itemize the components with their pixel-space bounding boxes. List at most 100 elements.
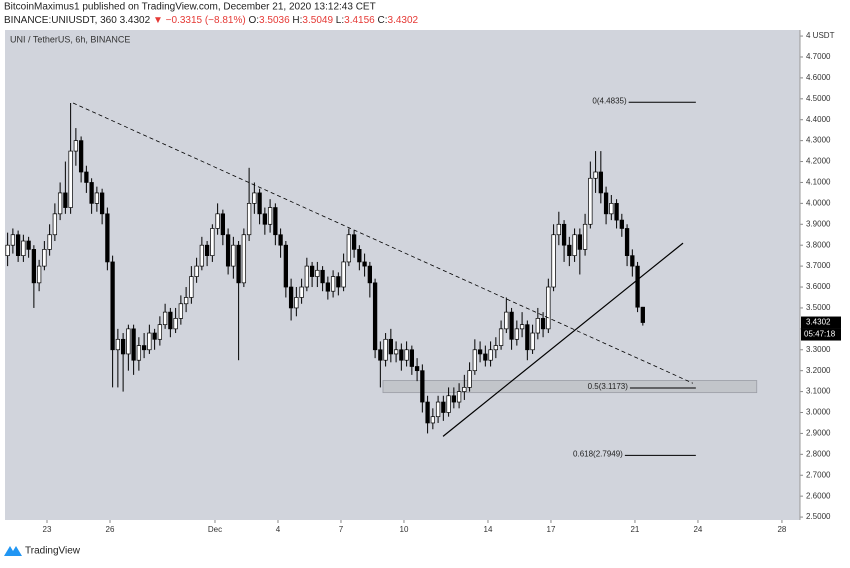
candle-body xyxy=(68,150,73,208)
x-tick-label: 26 xyxy=(106,525,115,534)
header-item: H: xyxy=(292,15,302,26)
candle-body xyxy=(173,318,178,330)
candle-body xyxy=(89,182,94,204)
y-tick-label: 2.7000 xyxy=(806,470,831,479)
candle-body xyxy=(294,297,299,309)
candle-body xyxy=(561,223,567,246)
candle-body xyxy=(372,282,378,351)
candle-body xyxy=(409,349,414,367)
candle-body xyxy=(199,244,205,267)
candle-body xyxy=(609,203,614,215)
candle-body xyxy=(278,234,283,246)
header-item: 3.4302 xyxy=(388,15,419,26)
candle-body xyxy=(383,338,388,361)
candle-body xyxy=(330,276,336,292)
candle-body xyxy=(225,234,231,267)
fib-label: 0.5(3.1173) xyxy=(588,382,629,391)
x-tick-label: Dec xyxy=(208,525,222,534)
header-item: O: xyxy=(248,15,259,26)
x-tick-label: 10 xyxy=(400,525,409,534)
candle-body xyxy=(630,255,635,267)
candle-body xyxy=(262,213,268,225)
candle-body xyxy=(588,177,593,225)
candle-body xyxy=(267,207,273,225)
candle-body xyxy=(362,261,367,267)
candle-body xyxy=(57,192,63,215)
candle-body xyxy=(425,401,430,424)
candle-body xyxy=(341,261,346,288)
y-tick-label: 3.0000 xyxy=(806,408,831,417)
y-tick-label: 4.6000 xyxy=(806,73,831,82)
candle-body xyxy=(462,387,467,392)
candle-body xyxy=(210,228,215,257)
candle-body xyxy=(603,192,609,215)
brand: TradingView xyxy=(25,546,81,557)
candle-body xyxy=(42,249,47,267)
candle-body xyxy=(451,395,456,403)
trendline xyxy=(72,102,694,384)
candle-body xyxy=(430,416,435,424)
candle-body xyxy=(525,324,530,351)
candle-body xyxy=(346,234,351,263)
candle-body xyxy=(252,192,257,204)
candle-body xyxy=(215,213,220,229)
header-item: 3.4156 xyxy=(344,15,375,26)
candle-body xyxy=(614,203,619,221)
logo xyxy=(4,546,22,556)
candle-body xyxy=(414,366,420,372)
candle-body xyxy=(120,338,126,355)
candle-body xyxy=(236,244,241,284)
candle-body xyxy=(126,328,131,355)
x-tick-label: 23 xyxy=(43,525,52,534)
candle-body xyxy=(435,401,441,418)
candle-body xyxy=(446,395,451,413)
zone xyxy=(382,380,758,394)
header-item: 3.5049 xyxy=(302,15,333,26)
x-tick-label: 14 xyxy=(484,525,493,534)
candle-body xyxy=(288,286,294,309)
candle-body xyxy=(78,140,84,173)
candle-body xyxy=(388,338,393,355)
y-tick-label: 4.5000 xyxy=(806,94,831,103)
y-tick-label: 3.6000 xyxy=(806,282,831,291)
candle-body xyxy=(504,311,509,330)
trendline xyxy=(442,242,684,437)
candle-body xyxy=(52,213,58,236)
candle-body xyxy=(509,311,514,340)
y-tick-label: 2.8000 xyxy=(806,449,831,458)
candle-body xyxy=(567,244,572,257)
y-tick-label: 3.5000 xyxy=(806,303,831,312)
candle-body xyxy=(178,303,184,319)
header-item: 3.5036 xyxy=(259,15,290,26)
candle-body xyxy=(26,240,31,250)
candle-body xyxy=(593,171,598,179)
series-legend: UNI / TetherUS, 6h, BINANCE xyxy=(10,34,130,44)
candle-body xyxy=(472,349,477,372)
fib-label: 0.618(2.7949) xyxy=(573,450,623,459)
header-item: ▼ −0.3315 (−8.81%) xyxy=(153,15,246,26)
candle-body xyxy=(162,311,168,326)
candle-body xyxy=(31,249,37,284)
candle-body xyxy=(357,249,362,263)
candle-body xyxy=(246,203,252,236)
candle-body xyxy=(231,244,236,267)
candle-body xyxy=(325,282,331,292)
y-tick-label: 3.8000 xyxy=(806,240,831,249)
candle-body xyxy=(315,269,320,277)
candle-body xyxy=(15,234,21,257)
candle-body xyxy=(220,213,226,236)
price-label: 3.4302 xyxy=(806,318,831,327)
candle-body xyxy=(168,311,173,330)
candle-body xyxy=(141,345,147,351)
x-tick-label: 4 xyxy=(276,525,281,534)
candle-body xyxy=(640,306,645,323)
candle-body xyxy=(147,332,152,351)
candle-body xyxy=(399,349,404,361)
candle-body xyxy=(189,276,194,298)
y-tick-label: 3.2000 xyxy=(806,366,831,375)
y-tick-label: 4.2000 xyxy=(806,157,831,166)
plot-background xyxy=(5,30,800,520)
candle-body xyxy=(577,234,582,250)
candle-body xyxy=(257,192,262,215)
